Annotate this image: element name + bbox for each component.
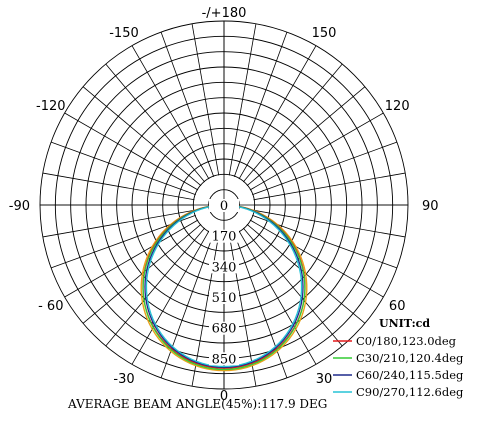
grid-spoke	[249, 112, 384, 191]
legend-label: C30/210,120.4deg	[356, 351, 464, 365]
legend-label: C90/270,112.6deg	[356, 385, 464, 399]
legend-label: C60/240,115.5deg	[356, 368, 464, 382]
angle-label: 90	[422, 199, 439, 214]
grid-spoke	[50, 141, 196, 196]
grid-spoke	[242, 227, 343, 347]
radial-label-bg	[209, 229, 239, 243]
grid-spoke	[238, 45, 317, 180]
grid-spoke	[64, 112, 199, 191]
grid-spoke	[242, 63, 343, 183]
grid-spoke	[131, 45, 210, 180]
grid-spoke	[252, 141, 398, 196]
grid-spoke	[238, 230, 317, 365]
grid-spoke	[233, 233, 288, 379]
grid-spoke	[64, 219, 199, 298]
radial-label-bg	[209, 199, 239, 212]
angle-label: -150	[109, 26, 139, 41]
angle-label: -30	[113, 372, 134, 387]
grid-spoke	[191, 23, 220, 176]
radial-label-bg	[209, 260, 239, 274]
grid-spoke	[253, 172, 406, 201]
intensity-curves	[140, 204, 308, 372]
radial-tick-label: 850	[212, 352, 237, 367]
beam-angle-caption: AVERAGE BEAM ANGLE(45%):117.9 DEG	[67, 397, 327, 411]
angle-label: 0	[220, 389, 228, 404]
grid-spoke	[42, 172, 195, 201]
grid-spoke	[253, 209, 406, 238]
angle-label: -120	[36, 99, 66, 114]
radial-label-bg	[209, 291, 239, 304]
grid-spoke	[246, 86, 366, 187]
grid-spoke	[228, 23, 257, 176]
legend: UNIT:cd C0/180,123.0deg C30/210,120.4deg C…	[333, 317, 464, 399]
angle-label: 30	[316, 372, 333, 387]
grid-spoke	[105, 227, 206, 347]
grid-spoke	[82, 86, 202, 187]
angle-label: -90	[9, 199, 30, 214]
angle-label: - 60	[38, 299, 63, 314]
grid-spoke	[105, 63, 206, 183]
radial-tick-label: 0	[220, 199, 228, 214]
radial-tick-label: 170	[212, 230, 237, 245]
grid-spoke	[249, 219, 384, 298]
angle-label: 120	[385, 99, 410, 114]
grid-spoke	[233, 31, 288, 177]
grid-spoke	[131, 230, 210, 365]
grid-spoke	[42, 209, 195, 238]
radial-tick-label: 510	[212, 291, 237, 306]
curve-2	[142, 204, 306, 371]
curve-envelope	[140, 204, 308, 372]
angle-labels: 0 30 -30 60 - 60 90 -90 120 -120 150 -150 -/+180	[9, 6, 439, 404]
grid-spoke	[160, 233, 215, 379]
radial-label-bg	[209, 321, 239, 335]
angle-label: -/+180	[202, 6, 247, 21]
curve-4	[145, 204, 303, 368]
radial-label-bg	[209, 352, 239, 366]
legend-label: C0/180,123.0deg	[356, 334, 457, 348]
radial-tick-label: 340	[212, 260, 237, 275]
radial-tick-label: 680	[212, 322, 237, 337]
angle-label: 150	[312, 26, 337, 41]
grid-spoke	[160, 31, 215, 177]
unit-label: UNIT:cd	[379, 317, 430, 330]
curve-3	[144, 204, 304, 369]
angle-label: 60	[389, 299, 406, 314]
radial-tick-labels: 0 170 340 510 680 850	[209, 199, 239, 367]
